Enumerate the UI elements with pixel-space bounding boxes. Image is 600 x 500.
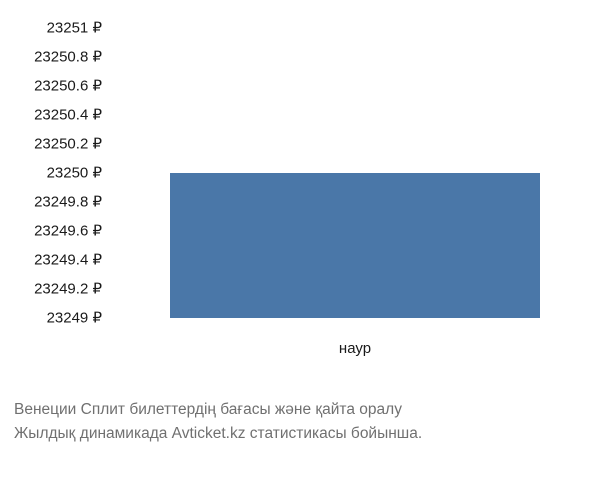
y-tick: 23249.2 ₽ <box>0 282 102 297</box>
chart-container: 23251 ₽ 23250.8 ₽ 23250.6 ₽ 23250.4 ₽ 23… <box>0 0 600 500</box>
plot-area <box>115 28 585 323</box>
y-tick: 23249.6 ₽ <box>0 224 102 239</box>
y-tick: 23250.6 ₽ <box>0 79 102 94</box>
caption-line-1: Венеции Сплит билеттердің бағасы және қа… <box>14 398 402 421</box>
y-tick: 23251 ₽ <box>0 21 102 36</box>
y-tick: 23249.8 ₽ <box>0 195 102 210</box>
y-tick: 23250.2 ₽ <box>0 137 102 152</box>
y-tick: 23249.4 ₽ <box>0 253 102 268</box>
caption-line-2: Жылдық динамикада Avticket.kz статистика… <box>14 422 422 445</box>
y-tick: 23250.8 ₽ <box>0 50 102 65</box>
y-tick: 23249 ₽ <box>0 311 102 326</box>
y-tick: 23250.4 ₽ <box>0 108 102 123</box>
bar <box>170 173 540 318</box>
x-axis-label: наур <box>339 340 371 357</box>
y-tick: 23250 ₽ <box>0 166 102 181</box>
